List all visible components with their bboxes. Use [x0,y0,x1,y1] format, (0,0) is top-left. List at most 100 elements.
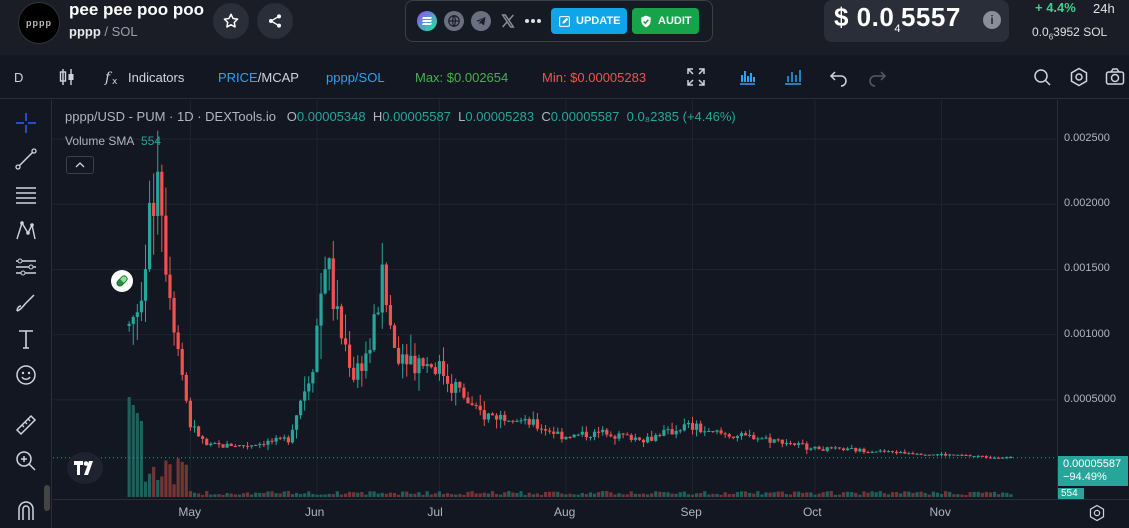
volume-bar [425,491,429,497]
candle [694,420,699,437]
price-axis[interactable] [1057,100,1129,498]
volume-bar [380,492,384,497]
volume-bar [776,491,780,497]
volume-bar [662,492,666,497]
website-globe-icon[interactable] [444,11,464,31]
fib-retracement-icon[interactable] [14,183,38,207]
volume-bar [850,492,854,497]
ruler-icon[interactable] [14,413,38,437]
volume-bar [735,492,740,497]
candle [319,272,323,360]
telegram-icon[interactable] [471,11,491,31]
candle [699,420,703,434]
collapse-legend-button[interactable] [66,156,94,174]
candle [450,374,454,402]
candle [225,440,229,449]
chevron-up-icon [75,162,85,168]
volume-bar [903,491,907,497]
settings-gear-icon[interactable] [1088,504,1106,522]
sol-price: 0.063952 SOL [1032,25,1108,42]
interval-button[interactable]: D [14,70,24,85]
crosshair-icon[interactable] [14,111,38,135]
volume-bar [976,491,980,497]
volume-bar [752,493,756,497]
scroll-handle[interactable] [44,485,50,511]
audit-label: AUDIT [658,15,692,27]
candle [923,454,927,456]
zoom-search-icon[interactable] [1032,67,1052,87]
pill-icon[interactable] [111,270,133,292]
volume-bar [262,493,266,497]
solana-chain-icon[interactable] [417,11,437,31]
candle [131,315,135,345]
price-mcap-toggle[interactable]: PRICE/MCAP [218,70,299,85]
pattern-icon[interactable] [14,219,38,243]
candle [160,164,164,252]
trend-line-icon[interactable] [14,147,38,171]
volume-bar [597,492,601,497]
tradingview-logo[interactable] [67,452,103,484]
token-logo: pppp [18,2,60,44]
candle [797,441,801,449]
chart-style-icon[interactable] [737,67,757,87]
zoom-in-icon[interactable] [14,449,38,473]
volume-bar [666,492,670,497]
audit-button[interactable]: AUDIT [632,8,699,34]
candle [899,450,903,454]
share-button[interactable] [257,3,293,39]
undo-icon[interactable] [829,67,849,87]
fullscreen-icon[interactable] [686,67,706,87]
volume-bar [580,492,584,497]
volume-bar [605,491,609,497]
price-chart[interactable] [53,100,1056,498]
svg-text:f: f [104,70,113,86]
settings-hex-icon[interactable] [1069,67,1089,87]
indicators-button[interactable]: Indicators [128,70,185,85]
volume-bar [192,492,197,497]
candle [592,429,597,441]
volume-bar [388,492,393,497]
candle-type-icon[interactable] [57,67,77,87]
volume-bar [331,494,335,497]
text-tool-icon[interactable] [14,327,38,351]
candle [654,433,658,443]
pair-toggle[interactable]: pppp/SOL [326,70,385,85]
x-twitter-icon[interactable] [498,11,518,31]
candle [258,442,262,449]
redo-icon[interactable] [867,67,887,87]
candle [152,173,156,255]
candle [409,334,413,365]
volume-bar [1001,492,1005,497]
candle [388,295,393,330]
volume-bar [654,491,658,497]
candle [968,454,972,457]
emoji-icon[interactable] [14,363,38,387]
candle [286,435,290,446]
more-icon[interactable] [523,11,543,31]
volume-bar [637,493,642,497]
candle [980,455,984,457]
candle [454,378,458,406]
time-axis[interactable] [53,499,1129,528]
bars-style-icon[interactable] [783,67,803,87]
prediction-icon[interactable] [14,255,38,279]
volume-bar [915,492,919,497]
volume-bar [646,494,650,497]
candle [535,412,539,432]
x-tick-label: Oct [802,505,822,519]
candle [507,420,511,423]
favorite-button[interactable] [213,3,249,39]
volume-bar [147,473,152,497]
volume-bar [376,493,380,497]
change-period: 24h [1093,1,1115,16]
camera-icon[interactable] [1105,67,1125,87]
magnet-icon[interactable] [14,498,38,522]
update-button[interactable]: UPDATE [551,8,628,34]
brush-icon[interactable] [14,291,38,315]
info-icon[interactable]: i [983,11,1001,29]
volume-bar [588,492,593,497]
volume-bar [939,494,944,497]
candle [739,431,744,440]
candle [984,455,989,459]
